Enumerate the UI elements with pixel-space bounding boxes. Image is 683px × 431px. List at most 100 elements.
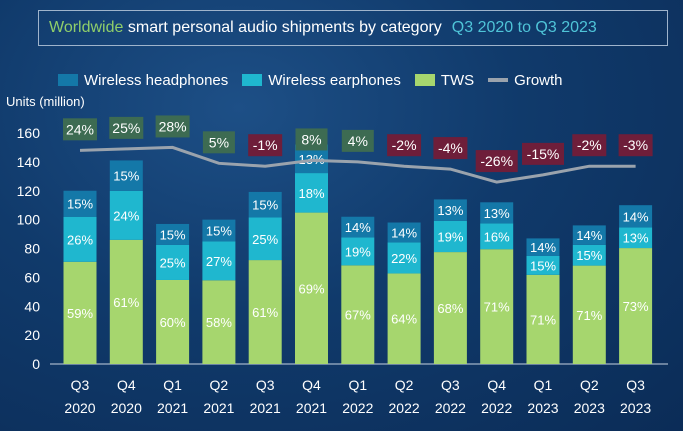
share-label-wireless-earphones-2: 25% bbox=[160, 255, 186, 270]
growth-label-1: 25% bbox=[112, 120, 140, 136]
y-tick-label-8: 160 bbox=[17, 125, 41, 141]
growth-label-box-7 bbox=[387, 134, 422, 157]
bar-wireless-headphones-2 bbox=[156, 223, 190, 245]
share-label-wireless-earphones-0: 26% bbox=[67, 232, 93, 247]
share-label-wireless-headphones-3: 15% bbox=[206, 223, 232, 238]
share-label-wireless-earphones-4: 25% bbox=[252, 232, 278, 247]
share-label-wireless-headphones-10: 14% bbox=[530, 240, 556, 255]
bar-tws-4 bbox=[248, 260, 282, 364]
bar-tws-8 bbox=[433, 252, 467, 364]
x-tick-quarter-7: Q2 bbox=[395, 377, 414, 393]
growth-label-4: -1% bbox=[253, 137, 278, 153]
growth-label-10: -15% bbox=[527, 146, 560, 162]
share-label-tws-0: 59% bbox=[67, 306, 93, 321]
share-label-tws-10: 71% bbox=[530, 312, 556, 327]
share-label-tws-11: 71% bbox=[576, 308, 602, 323]
legend-label-headphones: Wireless headphones bbox=[84, 71, 229, 89]
title-range: Q3 2020 to Q3 2023 bbox=[451, 19, 597, 36]
bar-tws-6 bbox=[341, 265, 375, 364]
growth-label-box-8 bbox=[433, 137, 468, 160]
bar-wireless-headphones-0 bbox=[63, 190, 97, 217]
share-label-tws-9: 71% bbox=[484, 300, 510, 315]
share-label-wireless-earphones-10: 15% bbox=[530, 258, 556, 273]
legend-swatch-earphones bbox=[242, 74, 263, 86]
x-tick-quarter-6: Q1 bbox=[348, 377, 367, 393]
share-label-wireless-headphones-0: 15% bbox=[67, 197, 93, 212]
bar-wireless-earphones-5 bbox=[295, 173, 328, 213]
share-label-wireless-headphones-4: 15% bbox=[252, 198, 278, 213]
share-label-wireless-earphones-8: 19% bbox=[437, 229, 463, 244]
growth-label-box-6 bbox=[341, 129, 374, 152]
x-tick-quarter-9: Q4 bbox=[487, 377, 506, 393]
x-tick-quarter-8: Q3 bbox=[441, 377, 460, 393]
share-label-wireless-earphones-6: 19% bbox=[345, 244, 371, 259]
share-label-tws-5: 69% bbox=[298, 281, 324, 296]
x-tick-quarter-2: Q1 bbox=[163, 377, 182, 393]
share-label-tws-2: 60% bbox=[160, 315, 186, 330]
y-tick-label-2: 40 bbox=[24, 298, 40, 314]
x-tick-quarter-0: Q3 bbox=[71, 377, 90, 393]
growth-label-0: 24% bbox=[66, 121, 94, 137]
share-label-wireless-earphones-3: 27% bbox=[206, 254, 232, 269]
x-tick-quarter-5: Q4 bbox=[302, 377, 321, 393]
share-label-wireless-headphones-1: 15% bbox=[113, 169, 139, 184]
bar-wireless-headphones-3 bbox=[202, 219, 236, 242]
x-tick-quarter-1: Q4 bbox=[117, 377, 136, 393]
x-tick-quarter-4: Q3 bbox=[256, 377, 275, 393]
bar-tws-1 bbox=[109, 239, 143, 364]
x-tick-year-7: 2022 bbox=[389, 400, 420, 416]
bar-tws-7 bbox=[387, 273, 421, 364]
bar-wireless-headphones-7 bbox=[387, 222, 421, 243]
growth-label-5: 8% bbox=[301, 131, 321, 147]
y-tick-label-4: 80 bbox=[24, 241, 40, 257]
x-tick-year-12: 2023 bbox=[620, 400, 651, 416]
growth-label-9: -26% bbox=[480, 153, 513, 169]
share-label-wireless-headphones-12: 14% bbox=[623, 209, 649, 224]
bar-wireless-earphones-7 bbox=[387, 242, 421, 274]
growth-label-box-10 bbox=[522, 142, 564, 165]
legend-item-growth: Growth bbox=[488, 72, 563, 89]
share-label-tws-8: 68% bbox=[437, 301, 463, 316]
growth-label-box-1 bbox=[109, 116, 144, 139]
bar-wireless-earphones-11 bbox=[572, 244, 606, 266]
growth-label-box-3 bbox=[202, 131, 235, 154]
bar-wireless-earphones-1 bbox=[109, 190, 143, 240]
x-tick-year-10: 2023 bbox=[527, 400, 558, 416]
y-tick-label-6: 120 bbox=[17, 183, 41, 199]
title-highlight: Worldwide bbox=[49, 19, 124, 36]
y-tick-label-1: 20 bbox=[24, 327, 40, 343]
y-tick-label-5: 100 bbox=[17, 212, 41, 228]
growth-label-box-4 bbox=[248, 134, 283, 157]
x-tick-quarter-10: Q1 bbox=[534, 377, 553, 393]
share-label-tws-12: 73% bbox=[623, 299, 649, 314]
title-main: smart personal audio shipments by catego… bbox=[127, 19, 442, 36]
x-tick-quarter-11: Q2 bbox=[580, 377, 599, 393]
growth-label-3: 5% bbox=[209, 134, 229, 150]
bar-wireless-earphones-2 bbox=[156, 244, 190, 280]
bar-wireless-earphones-12 bbox=[619, 227, 653, 249]
share-label-wireless-earphones-9: 16% bbox=[484, 229, 510, 244]
share-label-tws-3: 58% bbox=[206, 315, 232, 330]
bar-wireless-headphones-10 bbox=[526, 238, 560, 256]
bar-wireless-headphones-11 bbox=[572, 225, 606, 245]
bar-tws-2 bbox=[156, 279, 190, 364]
legend-item-tws: TWS bbox=[414, 72, 474, 89]
growth-label-box-11 bbox=[572, 134, 607, 157]
bar-tws-11 bbox=[572, 265, 606, 364]
growth-label-2: 28% bbox=[159, 118, 187, 134]
bar-wireless-earphones-10 bbox=[526, 255, 560, 275]
share-label-tws-6: 67% bbox=[345, 308, 371, 323]
share-label-wireless-headphones-8: 13% bbox=[437, 203, 463, 218]
growth-label-6: 4% bbox=[348, 133, 368, 149]
y-tick-label-7: 140 bbox=[17, 154, 41, 170]
share-label-tws-1: 61% bbox=[113, 295, 139, 310]
x-tick-year-3: 2021 bbox=[203, 400, 234, 416]
bar-wireless-headphones-9 bbox=[480, 202, 514, 224]
legend: Wireless headphones Wireless earphones T… bbox=[58, 70, 577, 90]
share-label-wireless-earphones-7: 22% bbox=[391, 251, 417, 266]
share-label-wireless-earphones-5: 18% bbox=[298, 186, 324, 201]
x-tick-quarter-3: Q2 bbox=[210, 377, 229, 393]
x-tick-year-6: 2022 bbox=[342, 400, 373, 416]
x-tick-year-9: 2022 bbox=[481, 400, 512, 416]
